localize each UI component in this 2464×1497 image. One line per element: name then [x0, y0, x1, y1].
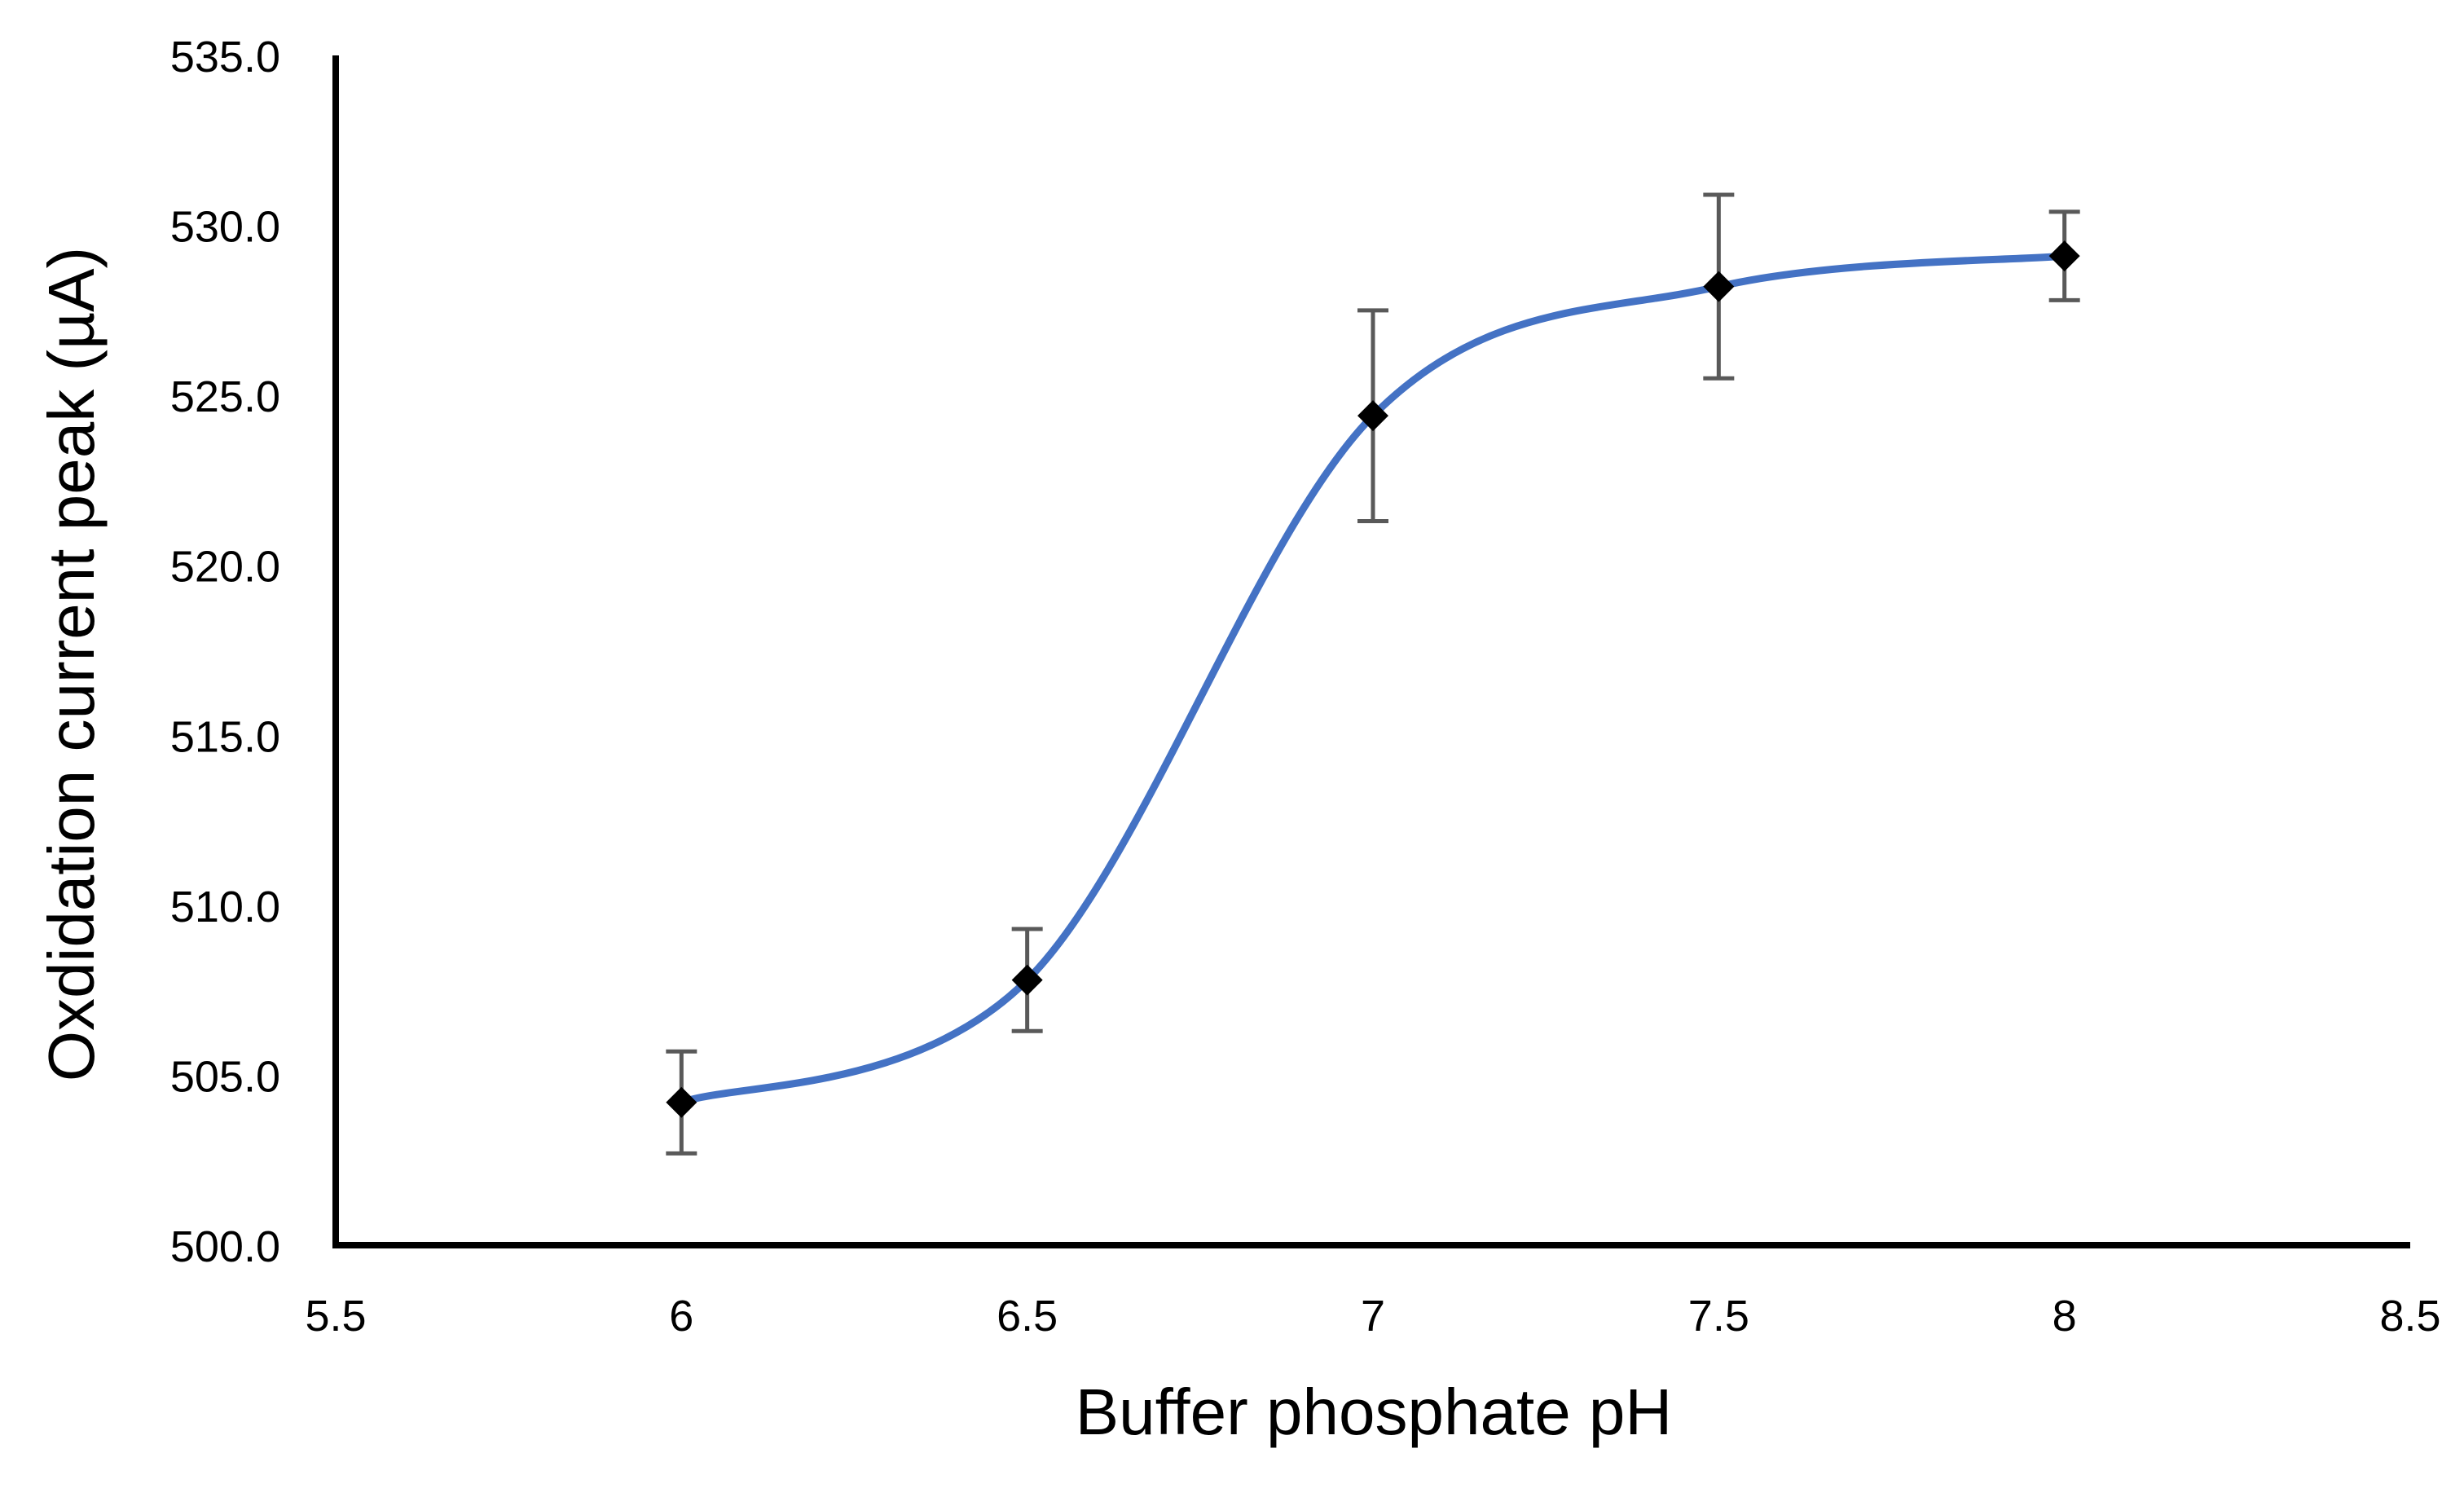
series-line	[677, 252, 2069, 1107]
data-point-marker	[1011, 964, 1043, 996]
data-point-marker	[2048, 240, 2080, 272]
data-point-marker	[1703, 271, 1735, 302]
y-tick-label: 505.0	[170, 1052, 280, 1101]
y-axis-title: Oxdidation current peak (µA)	[35, 247, 108, 1081]
y-tick-label: 535.0	[170, 33, 280, 81]
y-tick-label: 525.0	[170, 372, 280, 421]
y-tick-label: 510.0	[170, 883, 280, 931]
y-tick-label: 520.0	[170, 543, 280, 592]
x-tick-label: 5.5	[305, 1292, 366, 1341]
x-tick-label: 7.5	[1688, 1292, 1749, 1341]
x-tick-label: 8.5	[2379, 1292, 2440, 1341]
x-axis-title: Buffer phosphate pH	[1076, 1376, 1672, 1448]
x-tick-labels: 5.5 6 6.5 7 7.5 8 8.5	[305, 1292, 2440, 1341]
y-tick-labels: 500.0 505.0 510.0 515.0 520.0 525.0 530.0 535.0	[170, 33, 280, 1271]
data-point-marker	[666, 1086, 697, 1118]
y-tick-label: 530.0	[170, 203, 280, 252]
x-tick-label: 8	[2053, 1292, 2077, 1341]
x-tick-label: 6.5	[997, 1292, 1058, 1341]
x-tick-label: 6	[669, 1292, 693, 1341]
y-tick-label: 500.0	[170, 1222, 280, 1271]
error-bars	[666, 192, 2080, 1156]
data-point-marker	[1357, 400, 1388, 432]
y-tick-label: 515.0	[170, 712, 280, 761]
series-line-group	[677, 252, 2069, 1107]
axes	[332, 55, 2410, 1248]
x-tick-label: 7	[1361, 1292, 1385, 1341]
data-markers	[666, 240, 2080, 1118]
